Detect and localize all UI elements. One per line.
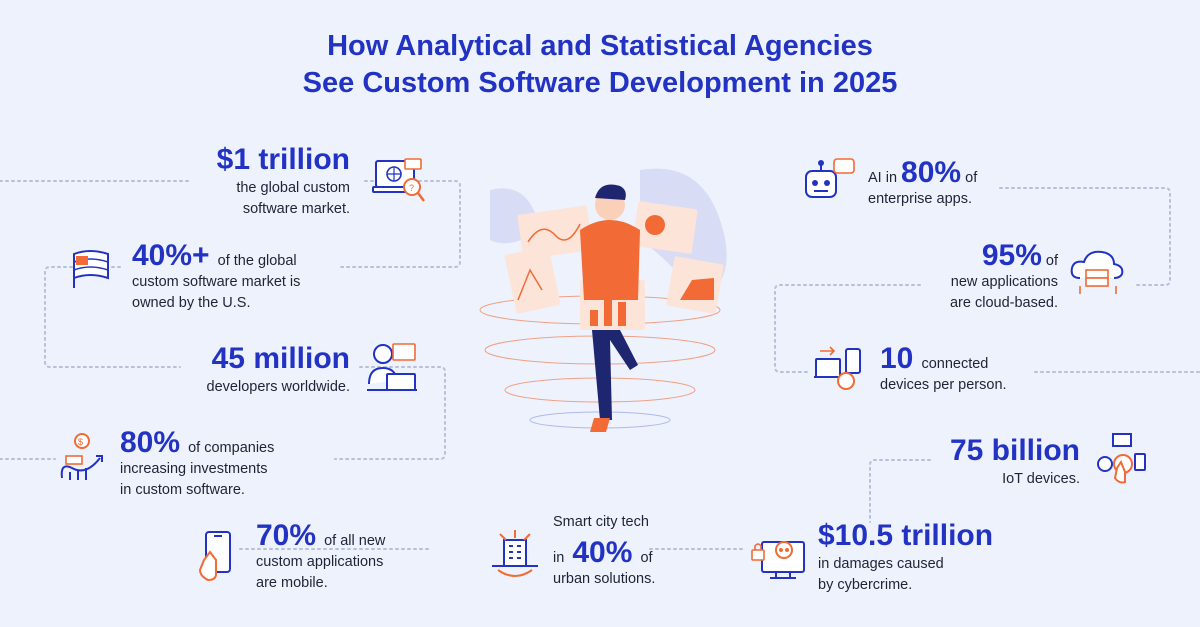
stat-text: custom software market is (132, 274, 301, 290)
stat-text: devices per person. (880, 377, 1007, 393)
us-flag-icon (73, 250, 109, 288)
stat-value: 80% (120, 426, 181, 459)
stat-value: 75 billion (949, 434, 1080, 467)
stat-value: 45 million (211, 342, 350, 375)
stat-text: of (1045, 253, 1058, 269)
stat-text: of (965, 170, 978, 186)
stat-text: new applications (950, 274, 1058, 290)
laptop-search-icon: ? (372, 158, 425, 202)
smart-city-icon (492, 530, 538, 577)
developer-illustration (479, 168, 727, 432)
stat-cybercrime: $10.5 trillion in damages caused by cybe… (818, 520, 1038, 596)
stat-value: 10 (880, 342, 914, 375)
stat-us-market: 40%+ of the global custom software marke… (132, 240, 372, 314)
stat-text: are cloud-based. (949, 295, 1058, 311)
stat-smart-city: Smart city tech in 40% of urban solution… (553, 512, 703, 590)
stat-text: developers worldwide. (206, 379, 350, 395)
connected-devices-icon (814, 346, 861, 390)
stat-text: enterprise apps. (868, 191, 972, 207)
stat-mobile: 70% of all new custom applications are m… (256, 520, 456, 594)
stat-text: AI in (868, 170, 898, 186)
stat-text: by cybercrime. (818, 577, 913, 593)
stat-text: are mobile. (256, 575, 328, 591)
stat-text: Smart city tech (553, 514, 649, 530)
stat-text: urban solutions. (553, 571, 656, 587)
stat-text: IoT devices. (1002, 471, 1080, 487)
stat-value: 70% (256, 519, 317, 552)
stat-value: 40% (572, 536, 633, 569)
stat-text: connected (921, 356, 989, 372)
stat-text: in custom software. (120, 482, 245, 498)
stat-text: custom applications (256, 554, 384, 570)
stat-text: in damages caused (818, 556, 944, 572)
cybercrime-skull-icon (751, 541, 805, 579)
stat-text: of all new (324, 533, 386, 549)
stat-ai: AI in 80% of enterprise apps. (868, 157, 1068, 210)
stat-devices: 10 connected devices per person. (880, 343, 1080, 396)
smartphone-tap-icon (198, 531, 231, 582)
stat-value: 40%+ (132, 239, 210, 272)
stat-text: owned by the U.S. (132, 295, 251, 311)
page-title: How Analytical and Statistical Agencies … (0, 28, 1200, 102)
iot-devices-icon (1097, 433, 1146, 484)
stat-text: of (640, 550, 653, 566)
stat-value: 95% (981, 239, 1042, 272)
stat-text: increasing investments (120, 461, 268, 477)
stat-value: $10.5 trillion (818, 519, 994, 552)
stat-global-market: $1 trillion the global custom software m… (150, 144, 350, 220)
stat-text: of the global (217, 253, 297, 269)
stat-text: software market. (242, 201, 350, 217)
stat-value: $1 trillion (216, 143, 350, 176)
stat-value: 80% (901, 156, 962, 189)
stat-developers: 45 million developers worldwide. (140, 343, 350, 398)
stat-text: of companies (188, 440, 275, 456)
robot-chat-icon (805, 158, 855, 198)
cloud-server-icon (1070, 250, 1124, 294)
growth-chart-icon: $ (60, 433, 103, 480)
stat-text: in (553, 550, 565, 566)
stat-text: the global custom (236, 180, 350, 196)
svg-text:$: $ (78, 437, 83, 447)
stat-iot: 75 billion IoT devices. (880, 435, 1080, 490)
stat-investments: 80% of companies increasing investments … (120, 427, 360, 501)
title-line-1: How Analytical and Statistical Agencies (327, 30, 873, 62)
svg-text:?: ? (409, 183, 414, 193)
title-line-2: See Custom Software Development in 2025 (302, 67, 898, 99)
developer-icon (367, 343, 417, 391)
stat-cloud: 95% of new applications are cloud-based. (858, 240, 1058, 314)
